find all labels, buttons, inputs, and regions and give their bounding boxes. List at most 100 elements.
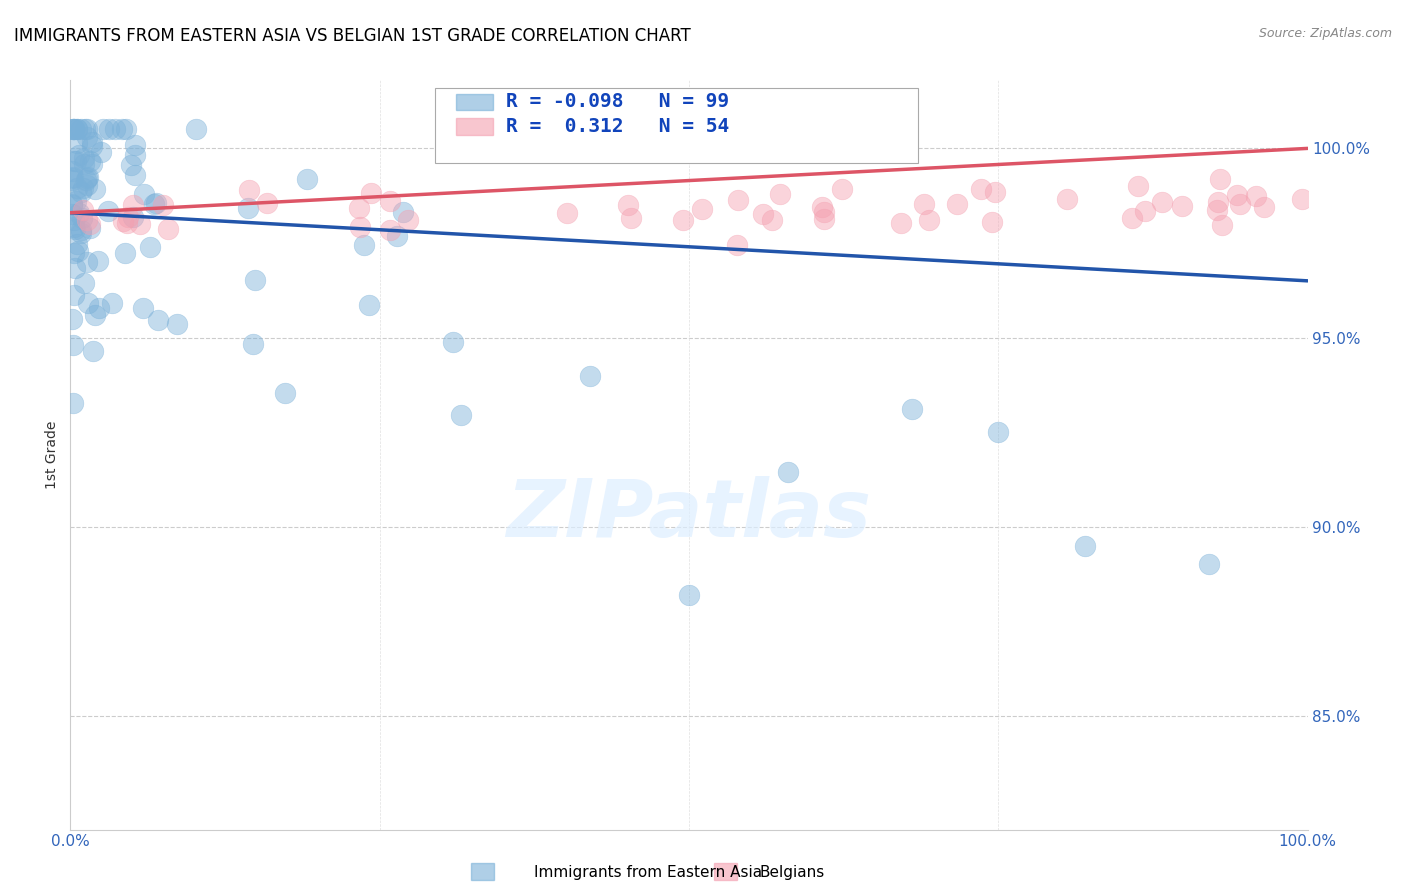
Point bbox=[347, 201, 370, 215]
Point bbox=[87, 254, 110, 268]
Point bbox=[157, 221, 180, 235]
Point bbox=[139, 239, 162, 253]
Point bbox=[129, 217, 152, 231]
Point bbox=[727, 193, 749, 207]
Point bbox=[811, 200, 834, 214]
Point bbox=[114, 246, 136, 260]
Point bbox=[76, 255, 98, 269]
Text: Belgians: Belgians bbox=[759, 865, 824, 880]
Point bbox=[579, 369, 602, 384]
Point bbox=[441, 334, 464, 349]
Point bbox=[67, 205, 90, 219]
Point bbox=[813, 211, 835, 226]
FancyBboxPatch shape bbox=[457, 119, 494, 135]
Point bbox=[82, 135, 104, 149]
Point bbox=[70, 122, 93, 136]
Point bbox=[145, 196, 167, 211]
Point bbox=[166, 317, 188, 331]
Point bbox=[115, 122, 138, 136]
Point bbox=[186, 122, 208, 136]
Point bbox=[97, 203, 120, 218]
Point bbox=[73, 151, 96, 165]
Point bbox=[62, 122, 84, 136]
Point bbox=[360, 186, 382, 200]
Point bbox=[555, 206, 578, 220]
Point bbox=[132, 301, 155, 315]
Point bbox=[378, 222, 401, 236]
Point bbox=[752, 206, 775, 220]
Point bbox=[63, 245, 86, 260]
Point bbox=[725, 238, 748, 252]
Point bbox=[62, 338, 84, 352]
Point bbox=[1074, 539, 1097, 553]
Point bbox=[813, 205, 835, 219]
Point bbox=[912, 197, 935, 211]
Point bbox=[776, 465, 799, 479]
Point bbox=[918, 213, 941, 227]
Text: Immigrants from Eastern Asia: Immigrants from Eastern Asia bbox=[534, 865, 762, 880]
Point bbox=[1206, 202, 1229, 217]
Point bbox=[111, 122, 134, 136]
Point bbox=[63, 260, 86, 275]
Point bbox=[76, 170, 98, 185]
Point bbox=[890, 216, 912, 230]
Point bbox=[98, 122, 121, 136]
Point bbox=[353, 238, 375, 252]
Point bbox=[1244, 188, 1267, 202]
Point bbox=[146, 312, 169, 326]
Point bbox=[63, 288, 86, 302]
Point bbox=[79, 218, 101, 232]
Point bbox=[75, 173, 97, 187]
Text: R = -0.098   N = 99: R = -0.098 N = 99 bbox=[506, 92, 730, 111]
Point bbox=[93, 122, 115, 136]
Point bbox=[63, 153, 86, 168]
Point bbox=[980, 215, 1002, 229]
Point bbox=[243, 273, 266, 287]
Point bbox=[121, 198, 143, 212]
Text: ZIPatlas: ZIPatlas bbox=[506, 475, 872, 554]
Point bbox=[66, 122, 89, 136]
Point bbox=[66, 236, 89, 251]
Point bbox=[76, 296, 98, 310]
Point bbox=[152, 198, 174, 212]
Point bbox=[101, 295, 124, 310]
Point bbox=[63, 122, 86, 136]
Point bbox=[60, 196, 83, 211]
Point bbox=[72, 180, 94, 194]
Point bbox=[396, 212, 419, 227]
Point bbox=[1170, 199, 1192, 213]
Point bbox=[76, 170, 98, 185]
Point bbox=[1126, 178, 1149, 193]
Point bbox=[987, 425, 1010, 440]
Point bbox=[87, 301, 110, 315]
Point bbox=[124, 148, 146, 162]
Point bbox=[236, 201, 259, 215]
Point bbox=[238, 183, 260, 197]
Point bbox=[1206, 195, 1229, 210]
FancyBboxPatch shape bbox=[436, 87, 918, 162]
Point bbox=[90, 145, 112, 160]
Point bbox=[62, 122, 84, 136]
Point bbox=[120, 158, 142, 172]
Point bbox=[297, 172, 319, 186]
Point bbox=[1226, 188, 1249, 202]
Point bbox=[117, 210, 139, 224]
Point bbox=[620, 211, 643, 225]
Point bbox=[274, 386, 297, 401]
Point bbox=[82, 344, 104, 359]
Point bbox=[60, 312, 83, 326]
Point bbox=[1135, 203, 1157, 218]
Point bbox=[62, 396, 84, 410]
Point bbox=[616, 197, 638, 211]
Point bbox=[115, 216, 138, 230]
Point bbox=[60, 207, 83, 221]
Point bbox=[60, 171, 83, 186]
Point bbox=[1150, 195, 1173, 210]
Text: Source: ZipAtlas.com: Source: ZipAtlas.com bbox=[1258, 27, 1392, 40]
Point bbox=[79, 153, 101, 168]
Point bbox=[62, 213, 84, 227]
Point bbox=[66, 122, 89, 136]
Point bbox=[900, 401, 922, 416]
Point bbox=[83, 182, 105, 196]
Point bbox=[62, 169, 84, 184]
